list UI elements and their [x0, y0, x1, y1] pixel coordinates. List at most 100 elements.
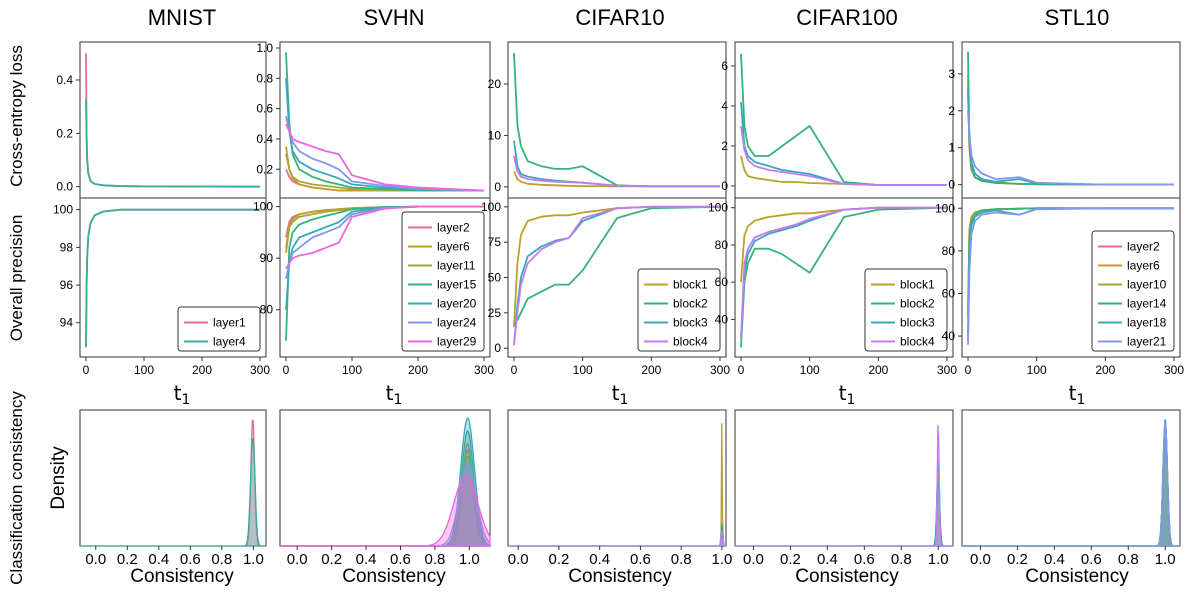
y-tick-label: 0: [494, 180, 501, 194]
x-tick-label: 1.0: [711, 551, 732, 568]
legend-label-block2: block2: [900, 297, 935, 311]
density-area-layer14: [962, 422, 1180, 547]
y-tick-label: 98: [60, 240, 74, 254]
x-tick-label: 0.6: [1081, 551, 1102, 568]
x-axis-label: t1: [386, 381, 403, 408]
column-title-cifar100: CIFAR100: [796, 5, 898, 30]
svhn-loss-panel: 0.2 0.4 0.6 0.8 1.0: [256, 41, 491, 199]
y-tick-label: 0: [948, 178, 955, 192]
x-tick-label: 1.0: [459, 551, 480, 568]
x-tick-label: 0.8: [424, 551, 445, 568]
stl10-density-panel: 0.0 0.2 0.4 0.6 0.8 1.0 Consistency: [961, 409, 1181, 587]
legend-label-layer2: layer2: [1127, 240, 1160, 254]
x-tick-label: 300: [474, 363, 494, 377]
y-tick-label: 20: [488, 77, 502, 91]
y-tick-label: 96: [60, 278, 74, 292]
series-line-layer6: [967, 81, 1174, 186]
legend-label-layer10: layer10: [1127, 278, 1167, 292]
x-tick-label: 100: [800, 363, 820, 377]
density-area-block2: [508, 523, 726, 547]
density-area-block4: [735, 425, 953, 547]
legend: layer2 layer6 layer11 layer15 layer20 layer24…: [401, 211, 485, 352]
y-tick-label: 6: [721, 59, 728, 73]
column-title-mnist: MNIST: [148, 5, 216, 30]
x-axis-label-main: t: [1069, 381, 1077, 405]
y-tick-label: 60: [715, 275, 729, 289]
x-tick-label: 0.8: [1118, 551, 1139, 568]
series-line-layer20: [285, 78, 485, 192]
legend-label-layer14: layer14: [1127, 297, 1167, 311]
legend-label-layer18: layer18: [1127, 316, 1167, 330]
panel-frame: [507, 41, 727, 199]
y-tick-label: 3: [948, 67, 955, 81]
x-tick-label: 0.0: [287, 551, 308, 568]
row-label-precision: Overall precision: [7, 215, 26, 342]
x-tick-label: 100: [342, 363, 362, 377]
legend-label-block3: block3: [673, 316, 708, 330]
legend: block1 block2 block3 block4: [864, 268, 948, 352]
x-tick-label: 0: [511, 363, 518, 377]
series-line-layer11: [285, 153, 484, 192]
x-tick-label: 300: [1164, 363, 1184, 377]
x-axis-label: t1: [612, 381, 629, 408]
series-line-layer29: [285, 205, 484, 269]
cifar100-density-panel: 0.0 0.2 0.4 0.6 0.8 1.0 Consistency: [734, 409, 954, 587]
y-tick-label: 80: [715, 238, 729, 252]
x-tick-label: 0.2: [321, 551, 342, 568]
density-area-block1: [735, 472, 953, 547]
y-tick-label: 0.8: [256, 71, 273, 85]
legend-label-layer6: layer6: [1127, 259, 1160, 273]
y-tick-label: 40: [942, 329, 956, 343]
y-tick-label: 100: [708, 201, 728, 215]
column-title-stl10: STL10: [1045, 5, 1110, 30]
legend-label-layer2: layer2: [437, 221, 470, 235]
stl10-loss-panel: 0 1 2 3: [948, 41, 1181, 199]
y-tick-label: 50: [488, 271, 502, 285]
y-tick-label: 100: [253, 200, 273, 214]
density-area-block2: [735, 483, 953, 547]
series-line-block4: [513, 205, 720, 346]
density-area-layer21: [962, 421, 1180, 547]
series-line-layer29: [285, 123, 485, 192]
column-title-cifar10: CIFAR10: [575, 5, 664, 30]
legend-label-layer4: layer4: [213, 335, 246, 349]
legend-label-layer1: layer1: [213, 316, 246, 330]
legend-label-layer20: layer20: [437, 297, 477, 311]
series-line-layer2: [967, 92, 1174, 186]
y-tick-label: 100: [935, 201, 955, 215]
legend: layer1 layer4: [177, 306, 261, 352]
x-tick-label: 0.0: [85, 551, 106, 568]
x-tick-label: 200: [408, 363, 428, 377]
panel-frame: [79, 409, 267, 547]
density-area-layer2: [962, 425, 1180, 547]
legend: layer2 layer6 layer10 layer14 layer18 layer21: [1091, 230, 1175, 352]
x-tick-label: 0.8: [211, 551, 232, 568]
mnist-loss-panel: 0.0 0.2 0.4: [56, 41, 267, 199]
x-tick-label: 0: [965, 363, 972, 377]
x-tick-label: 100: [134, 363, 154, 377]
cifar100-loss-panel: 0 2 4 6: [721, 41, 954, 199]
x-tick-label: 0.2: [117, 551, 138, 568]
panel-frame: [961, 409, 1181, 547]
panel-frame: [79, 197, 267, 358]
density-ylabel: Density: [48, 446, 69, 510]
stl10-precision-panel: 40 60 80 100 0 100 200 300 t1 layer2 layer6 layer10…: [935, 197, 1184, 408]
y-tick-label: 25: [488, 306, 502, 320]
x-tick-label: 100: [1027, 363, 1047, 377]
x-axis-label: t1: [839, 381, 856, 408]
density-area-block4: [508, 530, 726, 547]
x-tick-label: 300: [937, 363, 957, 377]
x-axis-label-sub: 1: [619, 392, 628, 408]
x-axis-label: Consistency: [1025, 566, 1129, 587]
y-tick-label: 1: [948, 141, 955, 155]
density-area-block1: [508, 423, 726, 547]
density-area-layer4: [80, 437, 266, 547]
x-tick-label: 300: [710, 363, 730, 377]
y-tick-label: 0.2: [56, 126, 73, 140]
series-line-block2: [513, 205, 721, 325]
x-tick-label: 0.0: [743, 551, 764, 568]
series-line-block3: [740, 101, 947, 186]
y-tick-label: 40: [715, 312, 729, 326]
